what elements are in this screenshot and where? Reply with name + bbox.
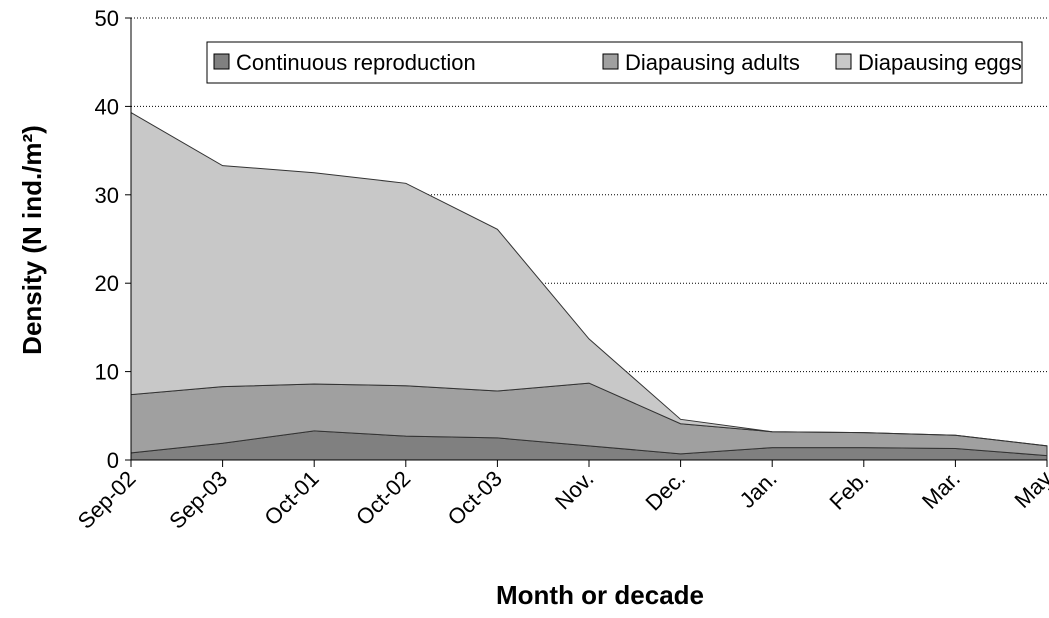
legend-swatch — [213, 53, 230, 70]
x-tick-label: Feb. — [825, 466, 874, 515]
x-tick-label: Oct-01 — [259, 466, 323, 530]
x-tick-label: Oct-02 — [351, 466, 415, 530]
y-axis-title: Density (N ind./m²) — [17, 125, 47, 355]
legend-swatch — [602, 53, 619, 70]
y-tick-label: 30 — [95, 183, 119, 208]
x-tick-label: Sep-03 — [164, 466, 232, 534]
legend-label: Continuous reproduction — [236, 50, 476, 75]
x-tick-label: Jan. — [735, 466, 782, 513]
area — [130, 111, 1048, 447]
x-tick-label: Nov. — [550, 466, 599, 515]
y-tick-label: 20 — [95, 271, 119, 296]
x-tick-label: May — [1009, 466, 1049, 513]
legend-label: Diapausing eggs — [858, 50, 1022, 75]
x-tick-label: Mar. — [917, 466, 965, 514]
x-tick-label: Dec. — [640, 466, 690, 516]
x-axis-title: Month or decade — [496, 580, 704, 610]
legend-label: Diapausing adults — [625, 50, 800, 75]
y-tick-label: 50 — [95, 6, 119, 31]
x-tick-label: Sep-02 — [73, 466, 141, 534]
x-tick-label: Oct-03 — [443, 466, 507, 530]
legend-swatch — [835, 53, 852, 70]
y-tick-label: 0 — [107, 448, 119, 473]
y-tick-label: 40 — [95, 94, 119, 119]
y-tick-label: 10 — [95, 360, 119, 385]
